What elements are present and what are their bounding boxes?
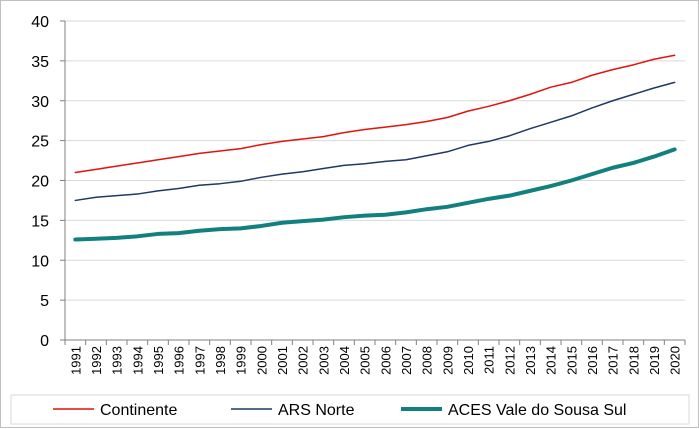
x-tick-label: 1995 xyxy=(151,346,166,375)
x-tick-label: 1998 xyxy=(213,346,228,375)
legend-label-3: ACES Vale do Sousa Sul xyxy=(448,402,626,419)
x-tick-label: 2002 xyxy=(296,346,311,375)
x-tick-label: 2004 xyxy=(337,346,352,375)
y-tick-labels: 0 5 10 15 20 25 30 35 40 xyxy=(31,14,49,350)
x-tick-label: 2008 xyxy=(420,346,435,375)
x-tick-label: 2003 xyxy=(316,346,331,375)
x-tick-label: 2006 xyxy=(378,346,393,375)
x-tick-label: 2012 xyxy=(502,346,517,375)
legend-box xyxy=(10,394,690,425)
x-tick-label: 2013 xyxy=(523,346,538,375)
legend-label-2: ARS Norte xyxy=(278,402,355,419)
y-tick-label: 40 xyxy=(31,14,49,31)
x-tick-label: 2010 xyxy=(461,346,476,375)
x-tick-label: 2009 xyxy=(440,346,455,375)
legend: Continente ARS Norte ACES Vale do Sousa Su… xyxy=(10,394,690,425)
x-tick-label: 2019 xyxy=(647,346,662,375)
x-tick-label: 2015 xyxy=(564,346,579,375)
y-tick-label: 15 xyxy=(31,213,49,230)
x-tick-labels: 1991 1992 1993 1994 1995 1996 1997 1998 1999 2000… xyxy=(68,346,682,375)
series-line-3 xyxy=(73,147,677,242)
x-tick-label: 1997 xyxy=(192,346,207,375)
legend-label-1: Continente xyxy=(100,402,177,419)
x-tick-label: 2016 xyxy=(585,346,600,375)
x-tick-label: 1991 xyxy=(68,346,83,375)
y-tick-label: 20 xyxy=(31,174,49,191)
x-tick-label: 2017 xyxy=(606,346,621,375)
axes xyxy=(60,20,686,345)
x-tick-label: 1993 xyxy=(110,346,125,375)
x-tick-label: 1992 xyxy=(89,346,104,375)
x-tick-label: 2020 xyxy=(668,346,683,375)
x-tick-label: 1999 xyxy=(234,346,249,375)
x-tick-label: 2007 xyxy=(399,346,414,375)
y-tick-label: 5 xyxy=(40,293,49,310)
x-tick-label: 2001 xyxy=(275,346,290,375)
gridlines xyxy=(65,20,685,301)
y-tick-label: 25 xyxy=(31,134,49,151)
series-line-1 xyxy=(74,54,676,174)
x-tick-label: 2000 xyxy=(254,346,269,375)
x-tick-label: 2005 xyxy=(358,346,373,375)
series-line-2 xyxy=(74,81,676,202)
x-tick-label: 1996 xyxy=(172,346,187,375)
x-tick-label: 1994 xyxy=(130,346,145,375)
y-tick-label: 35 xyxy=(31,54,49,71)
series-lines xyxy=(73,54,677,242)
x-tick-label: 2014 xyxy=(544,346,559,375)
x-tick-label: 2011 xyxy=(482,346,497,374)
y-tick-label: 30 xyxy=(31,94,49,111)
x-tick-label: 2018 xyxy=(626,346,641,375)
y-tick-label: 10 xyxy=(31,253,49,270)
y-tick-label: 0 xyxy=(40,333,49,350)
